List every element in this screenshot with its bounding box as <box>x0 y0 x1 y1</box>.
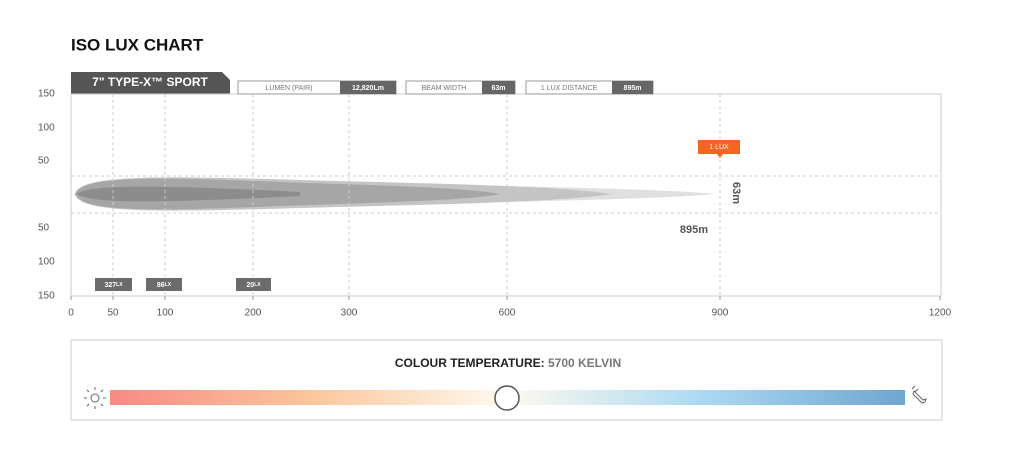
x-label: 0 <box>68 308 74 319</box>
y-label: 150 <box>38 89 55 100</box>
spec-label: LUMEN (PAIR) <box>266 85 313 92</box>
x-label: 50 <box>107 308 119 319</box>
x-label: 900 <box>712 308 729 319</box>
spec-value-box <box>340 81 396 94</box>
spec-value: 12,820Lm <box>352 85 384 92</box>
y-label: 50 <box>38 156 50 167</box>
y-label: 50 <box>38 223 50 234</box>
tab[interactable] <box>71 72 230 94</box>
x-label: 1200 <box>929 308 952 319</box>
lux-marker <box>236 278 271 291</box>
lux-tag-box <box>698 140 740 158</box>
spec-value-box <box>612 81 653 94</box>
lux-marker <box>146 278 182 291</box>
lux-unit: LX <box>254 282 261 288</box>
lux-marker-text: 20LX <box>246 282 261 289</box>
x-label: 600 <box>499 308 516 319</box>
y-label: 100 <box>38 257 55 268</box>
title: ISO LUX CHART <box>71 35 204 54</box>
lux-value: 327 <box>104 282 116 289</box>
colour-label: COLOUR TEMPERATURE: <box>395 356 545 370</box>
x-label: 100 <box>157 308 174 319</box>
x-label: 200 <box>245 308 262 319</box>
spec-label: 1 LUX DISTANCE <box>541 85 598 92</box>
colour-title: COLOUR TEMPERATURE: 5700 KELVIN <box>395 356 621 370</box>
spec-value: 63m <box>491 85 505 92</box>
lux-marker-text: 86LX <box>157 282 172 289</box>
spec-label: BEAM WIDTH <box>422 85 467 92</box>
distance-label: 895m <box>680 224 708 236</box>
beam <box>75 177 715 211</box>
lux-unit: LX <box>165 282 172 288</box>
torch-icon <box>911 385 927 404</box>
lux-value: 20 <box>246 282 254 289</box>
colour-handle[interactable] <box>494 385 520 411</box>
beam-width-label: 63m <box>730 182 742 204</box>
lux-tag: 1 LUX <box>709 144 729 151</box>
y-label: 150 <box>38 291 55 302</box>
x-label: 300 <box>341 308 358 319</box>
lux-value: 86 <box>157 282 165 289</box>
grid <box>71 175 941 214</box>
y-label: 100 <box>38 123 55 134</box>
lux-unit: LX <box>116 282 123 288</box>
lux-marker <box>95 278 132 291</box>
sun-icon <box>84 387 106 409</box>
lux-marker-text: 327LX <box>104 282 123 289</box>
spec-value-box <box>482 81 515 94</box>
spec-value: 895m <box>624 85 642 92</box>
tab-label: 7" TYPE-X™ SPORT <box>92 75 208 89</box>
colour-value: 5700 KELVIN <box>548 356 621 370</box>
